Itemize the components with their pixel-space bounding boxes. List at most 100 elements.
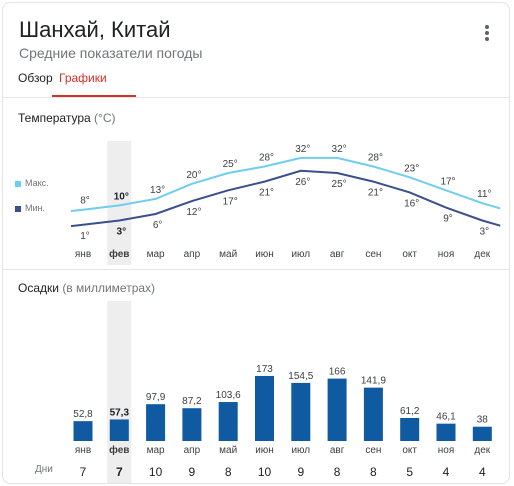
days-value-label: 7 (80, 465, 87, 479)
legend-min-label: Мин. (25, 203, 45, 213)
temp-min-label: 17° (223, 196, 238, 207)
precipitation-value-label: 141,9 (361, 376, 386, 387)
temp-month-label: июл (291, 249, 310, 260)
temperature-min-line (70, 169, 501, 228)
temp-min-label: 16° (404, 198, 419, 209)
temperature-unit: (°C) (94, 111, 116, 125)
precipitation-value-label: 166 (329, 367, 346, 378)
temp-max-label: 20° (186, 170, 201, 181)
days-value-label: 10 (258, 465, 272, 479)
temp-min-label: 26° (295, 177, 310, 188)
legend-max: Макс. (15, 178, 49, 188)
temp-max-label: 32° (332, 144, 347, 155)
temp-max-label: 10° (114, 191, 129, 202)
tabs-divider (3, 97, 509, 98)
page-subtitle: Средние показатели погоды (19, 45, 203, 61)
precipitation-bar (218, 402, 238, 441)
precipitation-bar (436, 423, 456, 441)
days-value-label: 10 (149, 465, 163, 479)
precipitation-bar (109, 419, 129, 441)
temp-month-label: мар (147, 249, 165, 260)
precipitation-bar (472, 426, 492, 441)
temp-max-label: 32° (295, 144, 310, 155)
precipitation-value-label: 61,2 (400, 406, 420, 417)
precipitation-value-label: 46,1 (436, 412, 456, 423)
temperature-title: Температура (18, 111, 91, 125)
precip-month-label: ноя (438, 445, 455, 456)
temp-min-label: 3° (117, 227, 127, 238)
days-label: Дни (35, 464, 53, 475)
tab-charts[interactable]: Графики (59, 71, 107, 85)
temp-month-label: янв (75, 249, 91, 260)
temp-month-label: сен (365, 249, 381, 260)
precip-month-label: янв (75, 445, 91, 456)
temp-max-label: 28° (259, 153, 274, 164)
more-options-icon[interactable] (479, 23, 495, 43)
precipitation-bar (291, 382, 311, 441)
precipitation-bar (182, 408, 202, 441)
temp-month-label: дек (474, 249, 490, 260)
temp-min-label: 21° (368, 188, 383, 199)
temp-month-label: май (219, 249, 237, 260)
precipitation-title: Осадки (18, 281, 59, 295)
days-value-label: 5 (406, 465, 413, 479)
precip-month-label: сен (365, 445, 381, 456)
temp-min-label: 6° (153, 220, 163, 231)
days-value-label: 8 (225, 465, 232, 479)
precipitation-bar (255, 375, 274, 441)
legend-max-label: Макс. (25, 178, 49, 188)
temp-min-label: 1° (80, 231, 90, 242)
page-title: Шанхай, Китай (19, 17, 171, 42)
legend-max-swatch (15, 180, 21, 187)
temp-max-label: 13° (150, 185, 165, 196)
temp-month-label: авг (330, 249, 345, 260)
section-divider (3, 269, 509, 270)
precip-month-label: авг (330, 445, 345, 456)
temp-max-label: 8° (80, 196, 90, 207)
temp-min-label: 25° (332, 179, 347, 190)
temp-min-label: 21° (259, 188, 274, 199)
temp-max-label: 11° (477, 189, 491, 200)
days-value-label: 4 (479, 465, 486, 479)
precip-month-label: окт (402, 445, 417, 456)
days-value-label: 8 (334, 465, 341, 479)
temp-month-label: фев (109, 248, 129, 260)
precip-month-label: фев (109, 444, 129, 456)
temp-min-label: 12° (186, 207, 201, 218)
precipitation-highlight-column (107, 301, 132, 483)
precip-month-label: июн (255, 445, 274, 456)
precipitation-value-label: 173 (256, 364, 273, 375)
precipitation-bar (363, 387, 383, 441)
precipitation-bar (327, 378, 347, 441)
precipitation-section-title: Осадки (в миллиметрах) (18, 281, 155, 295)
days-value-label: 9 (297, 465, 304, 479)
precipitation-bar (73, 421, 93, 441)
charts-canvas: 8° 10° 13° 20° 25° 28° 32° 32° 28° 23° 17° 11° 1° 3° 6… (70, 141, 501, 483)
precipitation-unit: (в миллиметрах) (62, 281, 156, 295)
days-value-label: 9 (189, 465, 196, 479)
precipitation-value-label: 57,3 (110, 407, 130, 418)
temp-month-label: июн (255, 249, 274, 260)
precipitation-bar (400, 417, 420, 441)
precipitation-value-label: 103,6 (216, 390, 241, 401)
temp-month-label: окт (402, 249, 417, 260)
precipitation-value-label: 97,9 (146, 392, 166, 403)
legend-min: Мин. (15, 203, 45, 213)
days-value-label: 8 (370, 465, 377, 479)
precip-month-label: дек (474, 445, 490, 456)
precipitation-value-label: 52,8 (73, 409, 93, 420)
tab-overview[interactable]: Обзор (18, 71, 53, 85)
precipitation-value-label: 38 (477, 415, 489, 426)
precip-month-label: мар (147, 445, 165, 456)
temp-month-label: апр (184, 249, 201, 260)
precip-month-label: июл (291, 445, 310, 456)
temp-max-label: 28° (368, 153, 383, 164)
precipitation-value-label: 154,5 (288, 371, 313, 382)
temp-max-label: 23° (404, 163, 419, 174)
days-value-label: 7 (116, 465, 123, 479)
legend-min-swatch (15, 205, 21, 212)
temperature-section-title: Температура (°C) (18, 111, 116, 125)
precip-month-label: май (219, 445, 237, 456)
temp-max-label: 25° (223, 159, 238, 170)
